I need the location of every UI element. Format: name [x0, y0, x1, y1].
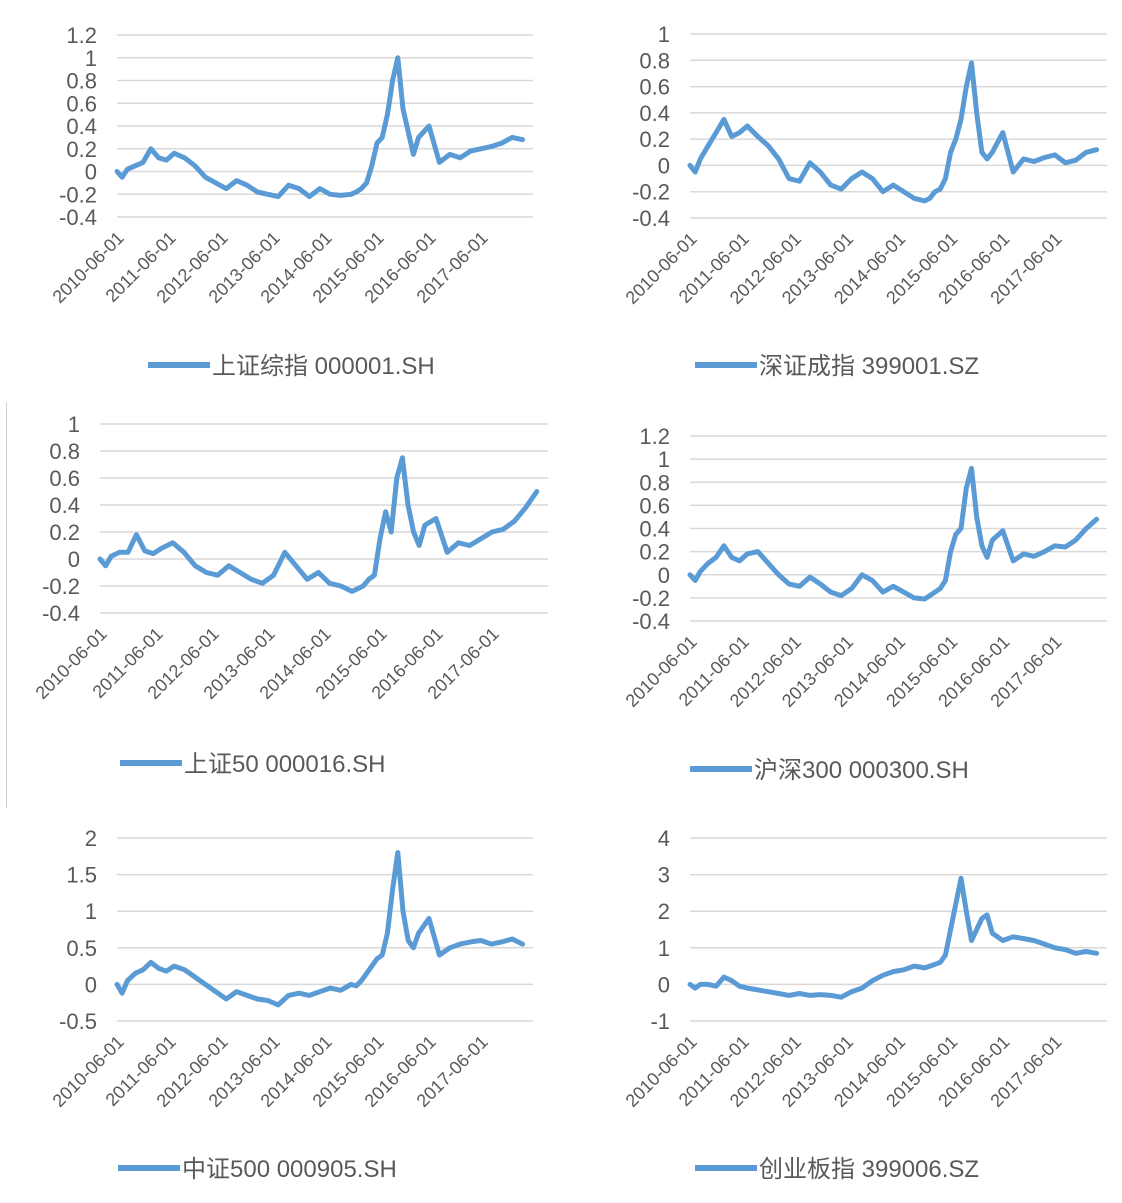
y-tick-label: -0.2 — [632, 586, 670, 611]
y-tick-label: 1.5 — [66, 863, 97, 888]
y-tick-label: -0.4 — [632, 206, 670, 231]
y-tick-label: 0 — [85, 160, 97, 185]
series-line — [114, 850, 526, 1008]
series-line — [97, 455, 540, 594]
y-tick-label: 0.8 — [49, 439, 80, 464]
y-tick-label: 0.2 — [66, 137, 97, 162]
series-line — [687, 60, 1100, 204]
legend-label: 创业板指 399006.SZ — [759, 1156, 979, 1183]
legend-label: 上证综指 000001.SH — [212, 353, 435, 380]
legend-label: 中证500 000905.SH — [182, 1156, 397, 1183]
chart-panel-1: 1.210.80.60.40.20-0.2-0.42010-06-012011-… — [49, 23, 533, 380]
legend-label: 上证50 000016.SH — [184, 751, 385, 778]
y-tick-label: 1 — [658, 22, 670, 47]
chart-panel-4: 1.210.80.60.40.20-0.2-0.42010-06-012011-… — [622, 424, 1107, 784]
y-tick-label: 0 — [658, 153, 670, 178]
y-tick-label: 0.6 — [49, 466, 80, 491]
chart-panel-2: 10.80.60.40.20-0.2-0.42010-06-012011-06-… — [622, 22, 1107, 380]
y-tick-label: -1 — [650, 1009, 670, 1034]
y-tick-label: -0.2 — [632, 180, 670, 205]
y-tick-label: 0.8 — [639, 48, 670, 73]
y-tick-label: -0.4 — [632, 609, 670, 634]
y-tick-label: 0.8 — [66, 69, 97, 94]
y-tick-label: 2 — [658, 899, 670, 924]
y-tick-label: 0.8 — [639, 470, 670, 495]
y-tick-label: -0.2 — [42, 574, 80, 599]
y-tick-label: 0 — [85, 972, 97, 997]
y-tick-label: 0.4 — [66, 114, 97, 139]
y-tick-label: -0.5 — [59, 1009, 97, 1034]
y-tick-label: 0.6 — [639, 75, 670, 100]
legend-label: 深证成指 399001.SZ — [759, 353, 979, 380]
legend-label: 沪深300 000300.SH — [754, 757, 969, 784]
y-tick-label: 4 — [658, 826, 670, 851]
y-tick-label: -0.4 — [42, 601, 80, 626]
y-tick-label: 1.2 — [66, 23, 97, 48]
y-tick-label: 0.4 — [639, 517, 670, 542]
series-line — [687, 875, 1100, 1000]
y-tick-label: 3 — [658, 863, 670, 888]
y-tick-label: 0.6 — [66, 91, 97, 116]
y-tick-label: 2 — [85, 826, 97, 851]
left-divider-line — [6, 402, 7, 808]
y-tick-label: 0.2 — [639, 127, 670, 152]
chart-panel-6: 43210-12010-06-012011-06-012012-06-01201… — [622, 826, 1107, 1183]
series-line — [687, 465, 1100, 602]
y-tick-label: 0.2 — [49, 520, 80, 545]
y-tick-label: 0 — [658, 972, 670, 997]
y-tick-label: 1 — [658, 447, 670, 472]
y-tick-label: 1 — [85, 899, 97, 924]
y-tick-label: -0.2 — [59, 182, 97, 207]
y-tick-label: 1 — [658, 936, 670, 961]
y-tick-label: -0.4 — [59, 205, 97, 230]
y-tick-label: 0.5 — [66, 936, 97, 961]
y-tick-label: 0.4 — [639, 101, 670, 126]
y-tick-label: 0.4 — [49, 493, 80, 518]
y-tick-label: 1.2 — [639, 424, 670, 449]
chart-panel-5: 21.510.50-0.52010-06-012011-06-012012-06… — [49, 826, 533, 1183]
y-tick-label: 0.6 — [639, 493, 670, 518]
series-line — [114, 55, 526, 199]
y-tick-label: 1 — [68, 412, 80, 437]
y-tick-label: 1 — [85, 46, 97, 71]
y-tick-label: 0 — [658, 563, 670, 588]
y-tick-label: 0.2 — [639, 540, 670, 565]
y-tick-label: 0 — [68, 547, 80, 572]
chart-panel-3: 10.80.60.40.20-0.2-0.42010-06-012011-06-… — [32, 412, 548, 778]
